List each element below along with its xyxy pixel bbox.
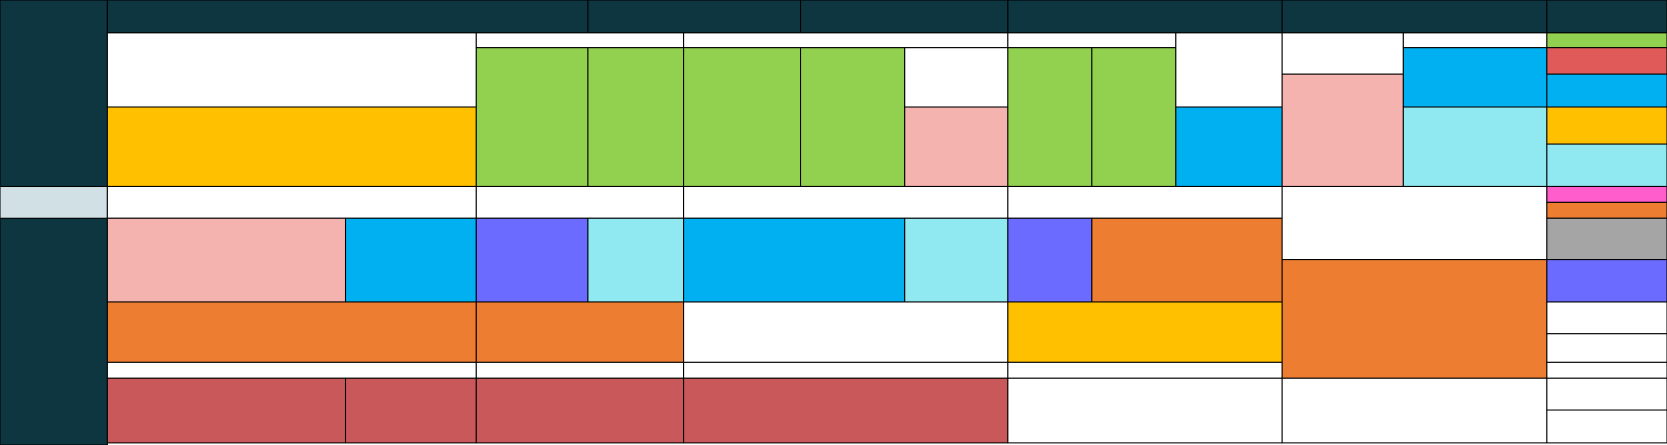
cell bbox=[1175, 32, 1283, 108]
cell bbox=[344, 217, 477, 303]
cell bbox=[1281, 185, 1548, 261]
header-cell bbox=[1281, 0, 1548, 34]
header-cell bbox=[800, 0, 1009, 34]
cell bbox=[106, 106, 477, 188]
cell bbox=[344, 377, 477, 444]
header-cell bbox=[587, 0, 802, 34]
cell bbox=[1091, 47, 1177, 188]
cell bbox=[683, 217, 906, 303]
cell bbox=[1091, 217, 1283, 303]
header-cell bbox=[106, 0, 589, 34]
legend-swatch bbox=[1546, 47, 1667, 75]
cell bbox=[1007, 361, 1283, 379]
header-cell bbox=[1546, 0, 1667, 34]
cell bbox=[683, 185, 1009, 219]
legend-swatch bbox=[1546, 217, 1667, 261]
legend-swatch bbox=[1546, 143, 1667, 188]
cell bbox=[106, 32, 477, 108]
cell bbox=[106, 377, 347, 444]
cell bbox=[1007, 185, 1283, 219]
legend-swatch bbox=[1546, 409, 1667, 444]
cell bbox=[106, 185, 477, 219]
cell bbox=[683, 301, 1009, 363]
legend-swatch bbox=[1546, 185, 1667, 203]
header-cell bbox=[1007, 0, 1283, 34]
cell bbox=[904, 47, 1009, 108]
cell bbox=[683, 47, 802, 188]
legend-swatch bbox=[1546, 377, 1667, 411]
cell bbox=[475, 377, 685, 444]
cell bbox=[800, 47, 906, 188]
cell bbox=[1281, 259, 1548, 379]
cell bbox=[1402, 32, 1548, 49]
cell bbox=[1007, 32, 1177, 49]
cell bbox=[475, 185, 685, 219]
cell bbox=[106, 361, 477, 379]
legend-swatch bbox=[1546, 201, 1667, 219]
cell bbox=[1007, 47, 1093, 188]
cell bbox=[1281, 32, 1404, 75]
cell bbox=[587, 47, 685, 188]
cell bbox=[1281, 377, 1548, 444]
cell bbox=[683, 32, 1009, 49]
legend-swatch bbox=[1546, 259, 1667, 303]
cell bbox=[475, 361, 685, 379]
cell bbox=[1007, 217, 1093, 303]
cell bbox=[475, 217, 589, 303]
cell bbox=[904, 217, 1009, 303]
cell bbox=[587, 217, 685, 303]
side-bar bbox=[0, 0, 108, 445]
cell bbox=[106, 301, 477, 363]
legend-swatch bbox=[1546, 333, 1667, 363]
cell bbox=[1281, 73, 1404, 188]
legend-swatch bbox=[1546, 361, 1667, 379]
legend-swatch bbox=[1546, 73, 1667, 108]
legend-swatch bbox=[1546, 32, 1667, 49]
side-highlight bbox=[0, 185, 108, 219]
cell bbox=[1175, 106, 1283, 188]
legend-swatch bbox=[1546, 301, 1667, 335]
cell bbox=[1402, 47, 1548, 108]
cell bbox=[475, 301, 685, 363]
cell bbox=[106, 217, 347, 303]
cell bbox=[904, 106, 1009, 188]
cell bbox=[475, 47, 589, 188]
cell bbox=[1402, 106, 1548, 188]
cell bbox=[683, 377, 1009, 444]
cell bbox=[1007, 301, 1283, 363]
legend-swatch bbox=[1546, 106, 1667, 145]
cell bbox=[1007, 377, 1283, 444]
cell bbox=[475, 32, 685, 49]
cell bbox=[683, 361, 1009, 379]
